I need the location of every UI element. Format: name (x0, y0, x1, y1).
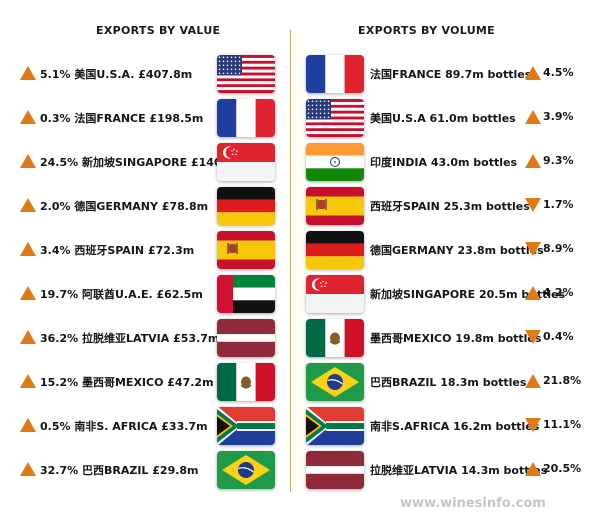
germany-flag-icon (217, 187, 275, 225)
volume-change-pct: 9.3% (543, 154, 574, 167)
up-arrow-icon (525, 286, 541, 300)
up-arrow-icon (20, 66, 36, 80)
value-row-text: 36.2% 拉脱维亚LATVIA £53.7m (40, 332, 220, 345)
up-arrow-icon (525, 374, 541, 388)
export-row: 2.0% 德国GERMANY £78.8m 西班牙SPAIN 25.3m bot… (0, 184, 590, 228)
mexico-flag-icon (217, 363, 275, 401)
value-row-text: 15.2% 墨西哥MEXICO £47.2m (40, 376, 214, 389)
up-arrow-icon (20, 242, 36, 256)
brazil-flag-icon (217, 451, 275, 489)
export-row: 32.7% 巴西BRAZIL £29.8m 拉脱维亚LATVIA 14.3m b… (0, 448, 590, 492)
volume-row-text: 巴西BRAZIL 18.3m bottles (370, 376, 527, 389)
volume-change-pct: 8.9% (543, 242, 574, 255)
value-row-text: 19.7% 阿联酋U.A.E. £62.5m (40, 288, 203, 301)
export-row: 36.2% 拉脱维亚LATVIA £53.7m 墨西哥MEXICO 19.8m … (0, 316, 590, 360)
volume-row-text: 新加坡SINGAPORE 20.5m bottles (370, 288, 566, 301)
exports-by-volume-heading: EXPORTS BY VOLUME (358, 24, 495, 37)
volume-change-pct: 11.1% (543, 418, 582, 431)
volume-row-text: 南非S.AFRICA 16.2m bottles (370, 420, 540, 433)
usa-flag-icon (306, 99, 364, 137)
up-arrow-icon (20, 418, 36, 432)
up-arrow-icon (20, 462, 36, 476)
export-row: 5.1% 美国U.S.A. £407.8m 法国FRANCE 89.7m bot… (0, 52, 590, 96)
latvia-flag-icon (306, 451, 364, 489)
volume-change-pct: 0.4% (543, 330, 574, 343)
up-arrow-icon (525, 66, 541, 80)
up-arrow-icon (20, 110, 36, 124)
up-arrow-icon (525, 154, 541, 168)
export-row: 24.5% 新加坡SINGAPORE £140m 印度INDIA 43.0m b… (0, 140, 590, 184)
france-flag-icon (217, 99, 275, 137)
export-row: 0.3% 法国FRANCE £198.5m 美国U.S.A 61.0m bott… (0, 96, 590, 140)
down-arrow-icon (525, 198, 541, 212)
volume-change-pct: 3.9% (543, 110, 574, 123)
volume-change-pct: 20.5% (543, 462, 582, 475)
usa-flag-icon (217, 55, 275, 93)
india-flag-icon (306, 143, 364, 181)
value-row-text: 32.7% 巴西BRAZIL £29.8m (40, 464, 199, 477)
mexico-flag-icon (306, 319, 364, 357)
germany-flag-icon (306, 231, 364, 269)
volume-row-text: 印度INDIA 43.0m bottles (370, 156, 518, 169)
down-arrow-icon (525, 242, 541, 256)
volume-row-text: 墨西哥MEXICO 19.8m bottles (370, 332, 542, 345)
up-arrow-icon (525, 462, 541, 476)
up-arrow-icon (20, 286, 36, 300)
exports-by-value-heading: EXPORTS BY VALUE (96, 24, 221, 37)
volume-change-pct: 4.5% (543, 66, 574, 79)
up-arrow-icon (20, 198, 36, 212)
volume-change-pct: 4.2% (543, 286, 574, 299)
singapore-flag-icon (217, 143, 275, 181)
column-divider (290, 30, 291, 492)
volume-row-text: 法国FRANCE 89.7m bottles (370, 68, 532, 81)
export-row: 19.7% 阿联酋U.A.E. £62.5m 新加坡SINGAPORE 20.5… (0, 272, 590, 316)
export-row: 0.5% 南非S. AFRICA £33.7m 南非S.AFRICA 16.2m… (0, 404, 590, 448)
down-arrow-icon (525, 330, 541, 344)
value-row-text: 0.5% 南非S. AFRICA £33.7m (40, 420, 208, 433)
brazil-flag-icon (306, 363, 364, 401)
watermark: www.winesinfo.com (400, 496, 546, 511)
up-arrow-icon (20, 374, 36, 388)
uae-flag-icon (217, 275, 275, 313)
export-row: 15.2% 墨西哥MEXICO £47.2m 巴西BRAZIL 18.3m bo… (0, 360, 590, 404)
latvia-flag-icon (217, 319, 275, 357)
spain-flag-icon (217, 231, 275, 269)
up-arrow-icon (20, 330, 36, 344)
volume-row-text: 西班牙SPAIN 25.3m bottles (370, 200, 530, 213)
value-row-text: 0.3% 法国FRANCE £198.5m (40, 112, 204, 125)
value-row-text: 3.4% 西班牙SPAIN £72.3m (40, 244, 195, 257)
value-row-text: 5.1% 美国U.S.A. £407.8m (40, 68, 193, 81)
export-row: 3.4% 西班牙SPAIN £72.3m 德国GERMANY 23.8m bot… (0, 228, 590, 272)
france-flag-icon (306, 55, 364, 93)
south-africa-flag-icon (306, 407, 364, 445)
volume-row-text: 美国U.S.A 61.0m bottles (370, 112, 516, 125)
value-row-text: 2.0% 德国GERMANY £78.8m (40, 200, 209, 213)
south-africa-flag-icon (217, 407, 275, 445)
singapore-flag-icon (306, 275, 364, 313)
spain-flag-icon (306, 187, 364, 225)
volume-row-text: 拉脱维亚LATVIA 14.3m bottles (370, 464, 548, 477)
value-row-text: 24.5% 新加坡SINGAPORE £140m (40, 156, 234, 169)
up-arrow-icon (525, 110, 541, 124)
down-arrow-icon (525, 418, 541, 432)
volume-row-text: 德国GERMANY 23.8m bottles (370, 244, 544, 257)
volume-change-pct: 21.8% (543, 374, 582, 387)
up-arrow-icon (20, 154, 36, 168)
volume-change-pct: 1.7% (543, 198, 574, 211)
